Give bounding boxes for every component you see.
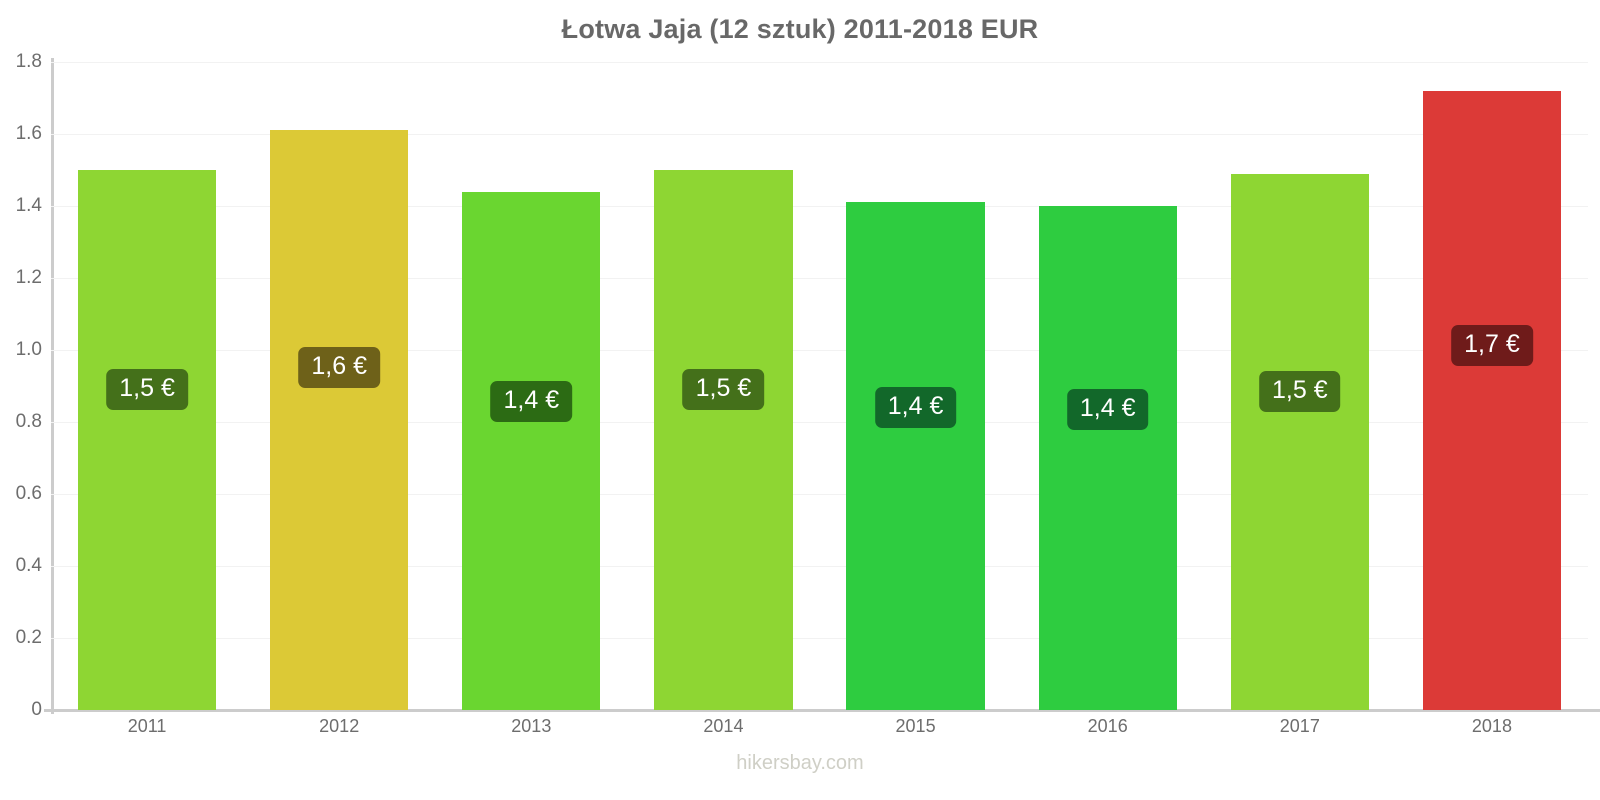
gridline <box>51 566 1588 567</box>
y-axis-tick-label: 0.4 <box>15 555 42 576</box>
y-axis-tick-label: 0.6 <box>15 483 42 504</box>
gridline <box>51 422 1588 423</box>
x-axis-tick-label: 2017 <box>1279 716 1320 736</box>
bar[interactable]: 1,5 € <box>1230 173 1369 710</box>
x-axis-tick-label: 2014 <box>703 716 744 736</box>
y-axis-tick-label: 0.8 <box>15 411 42 432</box>
chart-title: Łotwa Jaja (12 sztuk) 2011-2018 EUR <box>561 14 1039 44</box>
bar-value-label: 1,5 € <box>682 369 765 411</box>
y-axis-tick-label: 1.4 <box>15 195 42 216</box>
y-axis-tick-label: 0 <box>31 699 42 720</box>
y-axis-tick-label: 1.0 <box>15 339 42 360</box>
x-axis-tick-label: 2018 <box>1471 716 1512 736</box>
y-axis-tick-label: 0.2 <box>15 627 42 648</box>
x-axis-tick-label: 2013 <box>511 716 552 736</box>
y-axis-line <box>51 58 54 714</box>
x-axis-tick-label: 2012 <box>319 716 360 736</box>
bar[interactable]: 1,7 € <box>1422 90 1562 710</box>
bar-value-label: 1,7 € <box>1451 325 1533 367</box>
y-axis-tick-label: 1.2 <box>15 267 42 288</box>
bar-value-label: 1,4 € <box>490 381 573 423</box>
y-axis-tick-label: 1.6 <box>15 123 42 144</box>
bar-value-label: 1,4 € <box>1066 389 1149 431</box>
gridline <box>51 494 1588 495</box>
gridline <box>51 278 1588 279</box>
bar-value-label: 1,5 € <box>106 369 188 411</box>
bar[interactable]: 1,6 € <box>270 130 409 710</box>
bar[interactable]: 1,4 € <box>1038 206 1177 710</box>
y-axis-tick-label: 1.8 <box>15 51 42 72</box>
x-axis-line <box>44 709 1600 712</box>
bar-value-label: 1,4 € <box>874 387 957 429</box>
bar[interactable]: 1,5 € <box>77 170 217 710</box>
gridline <box>51 62 1588 63</box>
x-axis-tick-label: 2011 <box>127 716 167 736</box>
bar[interactable]: 1,4 € <box>462 191 601 710</box>
footer-credit: hikersbay.com <box>736 752 864 774</box>
bar[interactable]: 1,5 € <box>654 170 793 710</box>
x-axis-tick-label: 2015 <box>895 716 936 736</box>
x-axis-tick-label: 2016 <box>1087 716 1128 736</box>
gridline <box>51 638 1588 639</box>
gridline <box>51 134 1588 135</box>
gridline <box>51 350 1588 351</box>
bar[interactable]: 1,4 € <box>846 202 985 710</box>
bar-value-label: 1,6 € <box>298 347 380 389</box>
bar-value-label: 1,5 € <box>1258 371 1341 413</box>
plot-area: 1,5 € 1,6 € 1,4 € 1,5 € 1,4 € 1,4 € 1,5 € 1,7 € <box>51 62 1588 710</box>
gridline <box>51 206 1588 207</box>
